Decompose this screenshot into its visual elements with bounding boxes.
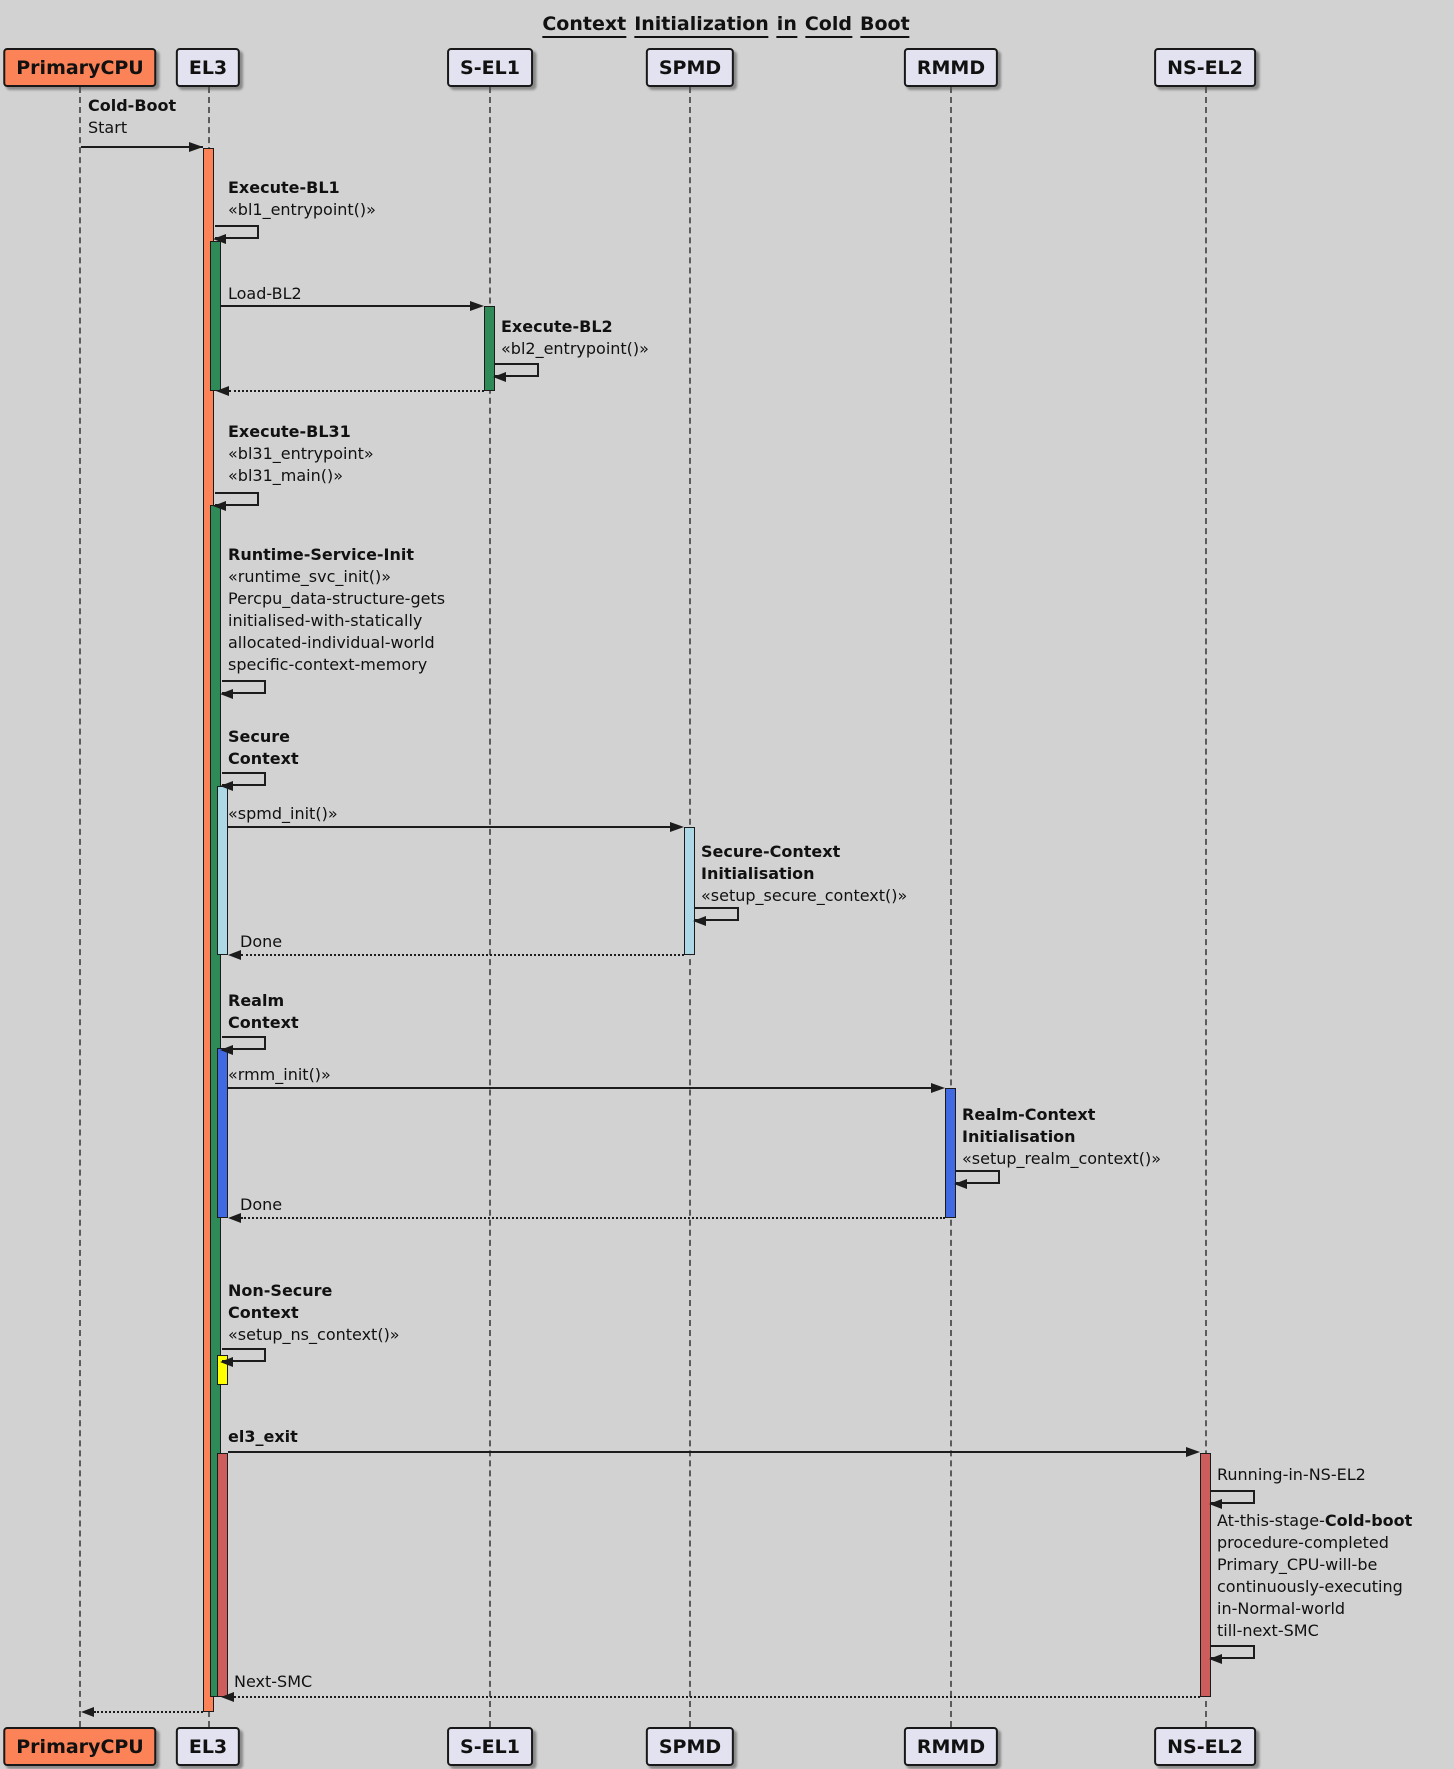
activation-el3-exit — [217, 1453, 228, 1697]
label-next-smc: Next-SMC — [234, 1672, 313, 1691]
arrowhead-cold-boot — [189, 142, 203, 152]
activation-rmmd-realm-init — [945, 1088, 956, 1218]
self-message-secure-context — [220, 772, 266, 791]
arrowhead-running-in-ns-el2 — [1209, 1499, 1222, 1509]
participant-primarycpu-top: PrimaryCPU — [3, 48, 157, 87]
arrowhead-execute-bl31 — [213, 501, 226, 511]
lifeline-ns-el2 — [1205, 87, 1207, 1727]
participant-spmd-top: SPMD — [645, 48, 735, 87]
arrowhead-execute-bl2 — [493, 372, 506, 382]
arrowhead-non-secure-context — [220, 1357, 233, 1367]
self-message-execute-bl31 — [213, 492, 259, 511]
participant-ns-el2-top: NS-EL2 — [1154, 48, 1256, 87]
arrowhead-secure-context-init — [693, 916, 706, 926]
arrowhead-done-realm — [228, 1213, 241, 1223]
label-spmd-init: «spmd_init()» — [228, 804, 338, 823]
activation-el3-bl1 — [210, 241, 221, 391]
label-rmm-init: «rmm_init()» — [228, 1065, 331, 1084]
self-message-till-next-smc — [1209, 1645, 1255, 1664]
participant-s-el1-top: S-EL1 — [447, 48, 533, 87]
return-line-bl2 — [229, 390, 484, 392]
message-line-load-bl2 — [221, 305, 471, 307]
label-cold-boot-complete-note: At-this-stage-Cold-boot procedure-comple… — [1217, 1511, 1413, 1640]
self-message-secure-context-init — [693, 907, 739, 926]
return-line-to-primarycpu — [94, 1711, 203, 1713]
label-runtime-service-init: Runtime-Service-Init «runtime_svc_init()… — [228, 545, 446, 674]
arrowhead-spmd-init — [670, 822, 684, 832]
participant-el3-bottom: EL3 — [175, 1727, 241, 1766]
arrowhead-realm-context-init — [954, 1179, 967, 1189]
diagram-title: Context Initialization in Cold Boot — [542, 13, 910, 38]
return-line-next-smc — [234, 1696, 1200, 1698]
label-execute-bl2: Execute-BL2 «bl2_entrypoint()» — [501, 317, 649, 358]
self-message-non-secure-context — [220, 1348, 266, 1367]
message-line-spmd-init — [228, 826, 671, 828]
activation-ns-el2-running — [1200, 1453, 1211, 1697]
participant-ns-el2-bottom: NS-EL2 — [1154, 1727, 1256, 1766]
label-non-secure-context: Non-Secure Context «setup_ns_context()» — [228, 1281, 400, 1344]
arrowhead-load-bl2 — [470, 301, 484, 311]
label-execute-bl1: Execute-BL1 «bl1_entrypoint()» — [228, 178, 376, 219]
arrowhead-next-smc — [221, 1692, 234, 1702]
lifeline-s-el1 — [489, 87, 491, 1727]
label-execute-bl31: Execute-BL31 «bl31_entrypoint» «bl31_mai… — [228, 422, 374, 485]
arrowhead-return-primarycpu — [81, 1707, 94, 1717]
activation-el3-realm-context — [217, 1048, 228, 1218]
activation-el3-secure-context — [217, 786, 228, 955]
return-line-done-realm — [241, 1217, 945, 1219]
label-cold-boot-start: Cold-Boot Start — [88, 96, 177, 137]
participant-spmd-bottom: SPMD — [645, 1727, 735, 1766]
self-message-runtime-service-init — [220, 680, 266, 699]
arrowhead-el3-exit — [1186, 1447, 1200, 1457]
arrowhead-till-next-smc — [1209, 1654, 1222, 1664]
self-message-realm-context-init — [954, 1170, 1000, 1189]
activation-el3-ns-context — [217, 1355, 228, 1385]
label-load-bl2: Load-BL2 — [228, 284, 302, 303]
label-secure-context: Secure Context — [228, 727, 299, 768]
self-message-execute-bl1 — [213, 225, 259, 244]
label-secure-context-init: Secure-Context Initialisation «setup_sec… — [701, 842, 908, 905]
participant-rmmd-bottom: RMMD — [903, 1727, 999, 1766]
label-el3-exit: el3_exit — [228, 1427, 298, 1446]
self-message-realm-context — [220, 1036, 266, 1055]
message-line-rmm-init — [228, 1087, 932, 1089]
arrowhead-rmm-init — [931, 1083, 945, 1093]
return-line-done-secure — [241, 954, 684, 956]
label-running-in-ns-el2: Running-in-NS-EL2 — [1217, 1465, 1366, 1484]
message-line-el3-exit — [228, 1451, 1187, 1453]
lifeline-primarycpu — [79, 87, 81, 1727]
message-line-cold-boot — [81, 146, 203, 148]
participant-primarycpu-bottom: PrimaryCPU — [3, 1727, 157, 1766]
label-realm-context-init: Realm-Context Initialisation «setup_real… — [962, 1105, 1162, 1168]
note-bold: Cold-boot — [1324, 1511, 1413, 1530]
participant-rmmd-top: RMMD — [903, 48, 999, 87]
arrowhead-execute-bl1 — [213, 234, 226, 244]
arrowhead-runtime-service-init — [220, 689, 233, 699]
label-done-secure: Done — [240, 932, 283, 951]
note-prefix: At-this-stage- — [1217, 1511, 1325, 1530]
lifeline-rmmd — [950, 87, 952, 1727]
self-message-running-in-ns-el2 — [1209, 1490, 1255, 1509]
arrowhead-return-bl2 — [216, 386, 229, 396]
activation-s-el1-bl2 — [484, 306, 495, 391]
self-message-execute-bl2 — [493, 363, 539, 382]
arrowhead-secure-context — [220, 781, 233, 791]
arrowhead-done-secure — [228, 950, 241, 960]
participant-s-el1-bottom: S-EL1 — [447, 1727, 533, 1766]
label-realm-context: Realm Context — [228, 991, 299, 1032]
label-done-realm: Done — [240, 1195, 283, 1214]
arrowhead-realm-context — [220, 1045, 233, 1055]
participant-el3-top: EL3 — [175, 48, 241, 87]
activation-spmd-secure-init — [684, 827, 695, 955]
